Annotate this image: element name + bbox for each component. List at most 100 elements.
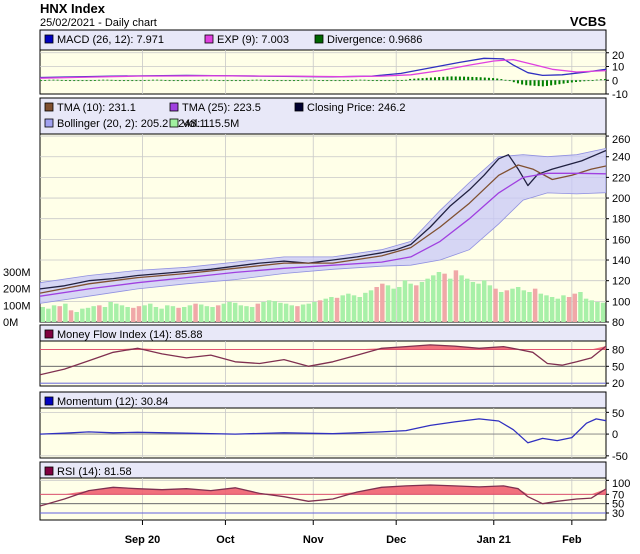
x-tick-label: Jan 21 — [477, 534, 511, 546]
divergence-bar — [371, 80, 374, 82]
volume-bar — [40, 307, 45, 322]
divergence-bar — [210, 79, 213, 81]
volume-tick-label: 200M — [3, 284, 31, 296]
divergence-bar — [151, 79, 154, 81]
volume-bar — [227, 302, 232, 322]
volume-bar — [221, 303, 227, 322]
momentum-ytick-label: 0 — [612, 429, 618, 441]
price-legend-text: TMA (25): 223.5 — [182, 102, 261, 114]
price-legend-text: Closing Price: 246.2 — [307, 102, 405, 114]
volume-bar — [476, 283, 481, 322]
rsi-plot-area — [39, 477, 607, 521]
divergence-bar — [234, 80, 237, 82]
volume-bar — [515, 287, 521, 322]
divergence-bar — [322, 80, 325, 82]
volume-bar — [97, 305, 102, 322]
chart-title: HNX Index — [40, 1, 106, 16]
price-ytick-label: 180 — [612, 214, 630, 226]
divergence-bar — [342, 80, 345, 82]
divergence-bar — [176, 80, 179, 82]
volume-bar — [549, 297, 555, 322]
price-series-line — [40, 164, 606, 294]
divergence-bar — [463, 76, 466, 81]
divergence-bar — [98, 79, 101, 81]
divergence-bar — [558, 80, 561, 85]
divergence-bar — [201, 79, 204, 81]
divergence-bar — [367, 79, 370, 81]
volume-bar — [589, 300, 594, 322]
volume-tick-label: 300M — [3, 267, 31, 279]
divergence-bar — [483, 77, 486, 81]
divergence-bar — [305, 79, 308, 81]
rsi-ytick-label: 100 — [612, 478, 630, 490]
volume-bar — [436, 272, 442, 322]
divergence-bar — [591, 80, 594, 82]
divergence-bar — [496, 78, 499, 81]
volume-bar — [74, 312, 79, 322]
divergence-bar — [239, 80, 242, 82]
volume-bar — [312, 302, 317, 322]
divergence-bar — [64, 80, 67, 82]
divergence-bar — [197, 79, 200, 81]
mfi-overbought-fill — [40, 344, 606, 350]
divergence-bar — [297, 80, 300, 81]
divergence-bar — [599, 79, 602, 81]
macd-ytick-label: 20 — [612, 50, 624, 62]
volume-bar — [583, 298, 589, 322]
price-ytick-label: 140 — [612, 255, 630, 267]
volume-bar — [481, 280, 487, 322]
divergence-bar — [288, 80, 291, 82]
divergence-bar — [541, 80, 544, 87]
divergence-bar — [40, 80, 42, 82]
volume-bar — [131, 307, 136, 322]
volume-bar — [555, 298, 561, 322]
volume-bar — [238, 305, 244, 322]
volume-bar — [210, 307, 215, 322]
volume-bar — [351, 295, 357, 322]
divergence-bar — [475, 77, 478, 81]
divergence-bar — [504, 79, 507, 81]
x-tick-label: Dec — [386, 534, 406, 546]
divergence-bar — [268, 80, 271, 81]
volume-bar — [442, 273, 447, 322]
divergence-bar — [313, 79, 316, 81]
divergence-bar — [185, 80, 188, 82]
divergence-bar — [156, 79, 159, 81]
divergence-bar — [81, 80, 84, 82]
volume-bar — [261, 302, 266, 322]
volume-bar — [402, 280, 408, 322]
volume-bar — [182, 307, 187, 322]
divergence-bar — [160, 79, 163, 81]
volume-bar — [198, 304, 204, 322]
divergence-bar — [226, 80, 229, 82]
macd-legend-text: Divergence: 0.9686 — [327, 34, 422, 46]
mfi-series-line — [40, 344, 606, 376]
divergence-bar — [471, 76, 474, 81]
divergence-bar — [363, 79, 366, 81]
volume-bar — [215, 305, 221, 322]
rsi-ytick-label: 70 — [612, 489, 624, 501]
volume-bar — [136, 306, 142, 322]
price-ytick-label: 80 — [612, 317, 624, 329]
divergence-bar — [44, 79, 47, 81]
divergence-bar — [247, 80, 250, 81]
divergence-bar — [263, 79, 266, 81]
price-legend-swatch — [169, 102, 179, 112]
divergence-bar — [272, 80, 275, 82]
divergence-bar — [487, 77, 490, 81]
divergence-bar — [334, 80, 337, 82]
volume-bar — [566, 297, 572, 322]
price-ytick-label: 200 — [612, 193, 630, 205]
divergence-bar — [122, 80, 125, 82]
price-legend-text: Vol: 115.5M — [182, 118, 239, 130]
volume-bar — [300, 304, 306, 322]
volume-bar — [125, 307, 130, 322]
divergence-bar — [429, 77, 432, 81]
momentum-legend-swatch — [44, 396, 54, 406]
divergence-bar — [259, 79, 262, 81]
divergence-bar — [218, 80, 221, 82]
mfi-ytick-label: 50 — [612, 361, 624, 373]
price-legend-text: TMA (10): 231.1 — [57, 102, 136, 114]
divergence-bar — [575, 80, 578, 83]
mfi-legend-swatch — [44, 329, 54, 339]
